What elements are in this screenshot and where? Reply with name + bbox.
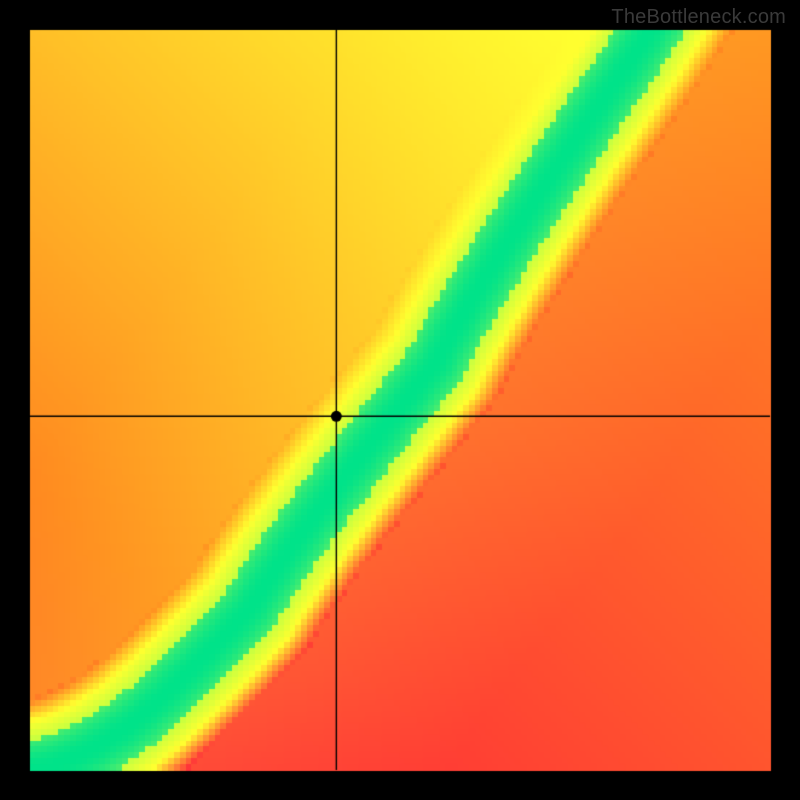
bottleneck-heatmap	[0, 0, 800, 800]
watermark-text: TheBottleneck.com	[611, 6, 786, 29]
